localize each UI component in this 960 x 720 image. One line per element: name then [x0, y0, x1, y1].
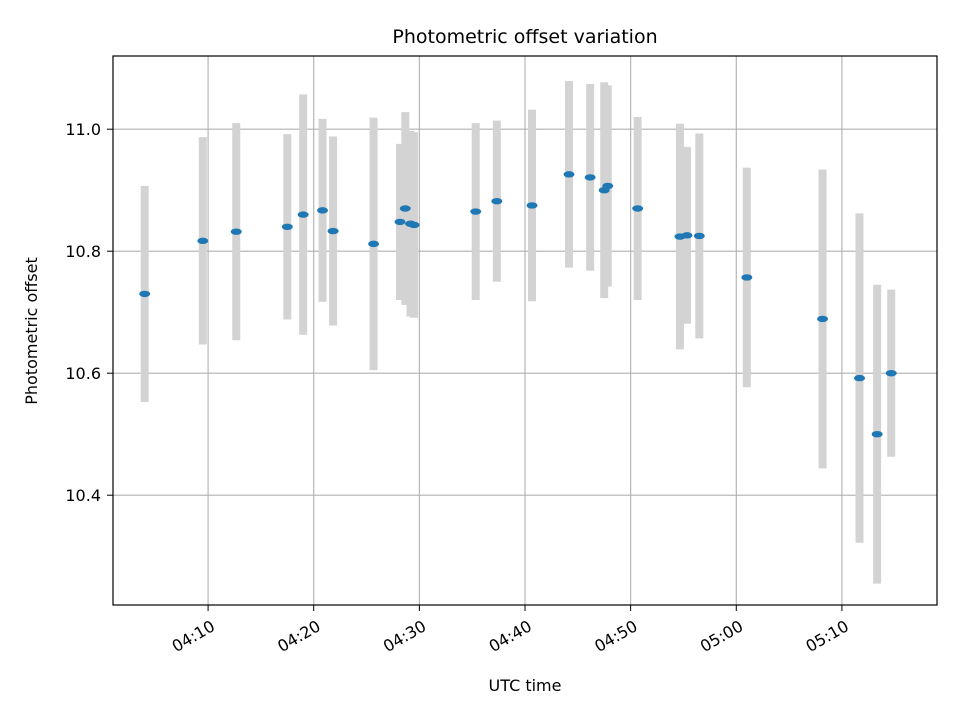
y-tick-label: 10.8: [65, 242, 101, 261]
data-points: [139, 171, 897, 438]
data-point: [408, 221, 420, 229]
data-point: [317, 207, 329, 214]
data-point: [602, 182, 614, 190]
data-point: [394, 218, 406, 226]
data-point: [681, 232, 693, 239]
data-point: [230, 228, 242, 235]
data-point: [297, 211, 309, 218]
data-point: [327, 227, 339, 235]
data-point: [399, 205, 411, 212]
x-axis-title: UTC time: [489, 676, 562, 695]
data-point: [491, 197, 503, 205]
y-axis-ticks: 10.4 10.6 10.8 11.0: [65, 120, 113, 505]
data-point: [584, 174, 596, 181]
y-axis-title: Photometric offset: [22, 257, 41, 405]
data-point: [871, 431, 883, 438]
data-point: [470, 208, 482, 215]
data-point: [854, 374, 866, 382]
data-point: [885, 370, 897, 377]
data-point: [139, 290, 151, 298]
data-point: [281, 223, 293, 230]
data-point: [817, 315, 829, 323]
y-tick-label: 10.6: [65, 364, 101, 383]
data-point: [197, 237, 209, 245]
data-point: [368, 240, 380, 248]
y-tick-label: 10.4: [65, 486, 101, 505]
y-tick-label: 11.0: [65, 120, 101, 139]
grid-lines: [113, 56, 937, 605]
data-point: [632, 205, 644, 212]
data-point: [741, 274, 753, 281]
data-point: [693, 232, 705, 240]
data-point: [526, 202, 538, 209]
data-point: [563, 171, 575, 178]
chart-title: Photometric offset variation: [392, 26, 657, 48]
